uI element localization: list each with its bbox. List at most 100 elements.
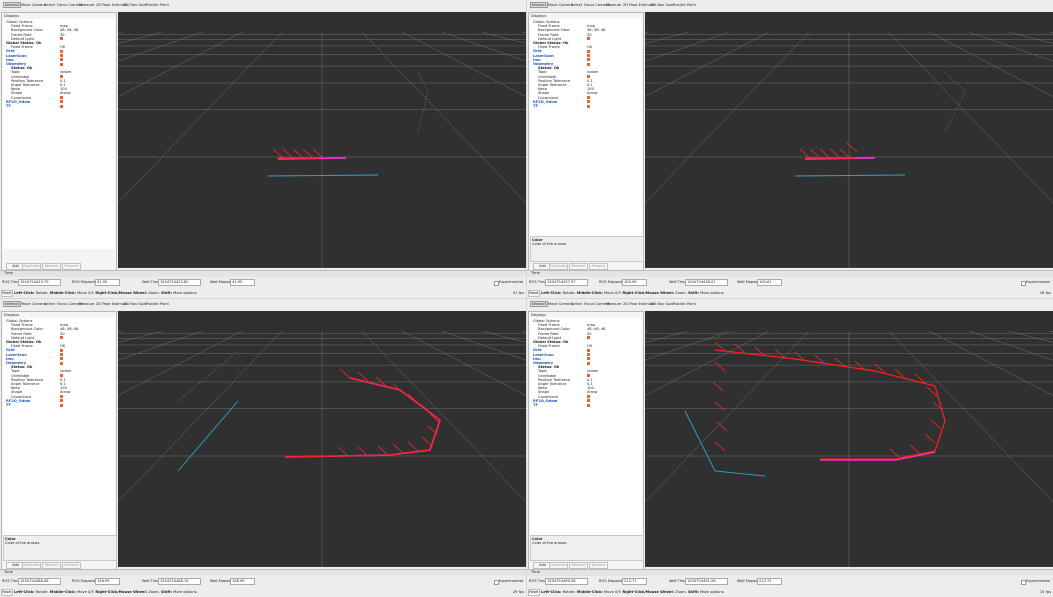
checkbox[interactable] bbox=[60, 50, 63, 53]
panel-button[interactable]: Duplicate bbox=[549, 263, 568, 270]
panel-button[interactable]: Duplicate bbox=[22, 263, 41, 270]
toolbar-tool[interactable]: Measure bbox=[79, 302, 94, 306]
toolbar-tool[interactable]: Select bbox=[571, 3, 582, 7]
reset-button[interactable]: Reset bbox=[528, 290, 540, 297]
checkbox[interactable] bbox=[587, 404, 590, 407]
toolbar-tool[interactable]: Move Camera bbox=[21, 3, 46, 7]
checkbox[interactable] bbox=[60, 399, 63, 402]
panel-button[interactable]: Duplicate bbox=[22, 562, 41, 569]
checkbox[interactable] bbox=[587, 75, 590, 78]
toolbar-tool[interactable]: Publish Point bbox=[673, 302, 696, 306]
tree-row[interactable]: TF bbox=[530, 104, 642, 108]
time-field: 41.95 bbox=[230, 279, 255, 286]
toolbar-tool[interactable]: Move Camera bbox=[548, 3, 573, 7]
checkbox[interactable] bbox=[60, 37, 63, 40]
toolbar-tool[interactable]: 2D Nav Goal bbox=[651, 302, 674, 306]
toolbar-tool[interactable]: 2D Pose Estimate bbox=[96, 302, 128, 306]
tree-label: TF bbox=[6, 403, 11, 407]
toolbar-tool[interactable]: Move Camera bbox=[21, 302, 46, 306]
grid-line bbox=[522, 331, 526, 567]
panel-button[interactable]: Rename bbox=[62, 263, 81, 270]
panel-button[interactable]: Duplicate bbox=[549, 562, 568, 569]
toolbar-tool[interactable]: Interact bbox=[530, 301, 548, 307]
checkbox[interactable] bbox=[587, 37, 590, 40]
panel-button[interactable]: Rename bbox=[589, 562, 608, 569]
toolbar-tool[interactable]: 2D Nav Goal bbox=[124, 302, 147, 306]
checkbox[interactable] bbox=[587, 395, 590, 398]
checkbox[interactable] bbox=[60, 336, 63, 339]
reset-button[interactable]: Reset bbox=[1, 589, 13, 596]
checkbox[interactable] bbox=[60, 58, 63, 61]
toolbar-tool[interactable]: Interact bbox=[3, 301, 21, 307]
checkbox[interactable] bbox=[587, 100, 590, 103]
hint-key: Middle-Click: bbox=[577, 590, 603, 594]
toolbar-tool[interactable]: Publish Point bbox=[146, 3, 169, 7]
checkbox[interactable] bbox=[587, 362, 590, 365]
panel-button[interactable]: Remove bbox=[569, 263, 588, 270]
toolbar-tool[interactable]: Move Camera bbox=[548, 302, 573, 306]
toolbar-tool[interactable]: Select bbox=[571, 302, 582, 306]
toolbar-tool[interactable]: 2D Pose Estimate bbox=[623, 3, 655, 7]
tree-row[interactable]: TF bbox=[3, 403, 115, 407]
checkbox[interactable] bbox=[60, 357, 63, 360]
grid-line bbox=[1049, 32, 1053, 268]
panel-button[interactable]: Rename bbox=[62, 562, 81, 569]
toolbar-tool[interactable]: Measure bbox=[606, 3, 621, 7]
time-field: 41.95 bbox=[95, 279, 120, 286]
checkbox[interactable] bbox=[60, 54, 63, 57]
reset-button[interactable]: Reset bbox=[528, 589, 540, 596]
panel-button[interactable]: Rename bbox=[589, 263, 608, 270]
toolbar-tool[interactable]: 2D Nav Goal bbox=[124, 3, 147, 7]
checkbox[interactable] bbox=[60, 100, 63, 103]
reset-button[interactable]: Reset bbox=[1, 290, 13, 297]
checkbox[interactable] bbox=[587, 96, 590, 99]
checkbox[interactable] bbox=[587, 353, 590, 356]
checkbox[interactable] bbox=[60, 63, 63, 66]
toolbar-tool[interactable]: Select bbox=[44, 3, 55, 7]
toolbar-tool[interactable]: Measure bbox=[606, 302, 621, 306]
checkbox[interactable] bbox=[60, 353, 63, 356]
laser-trace bbox=[705, 331, 735, 341]
toolbar-tool[interactable]: Interact bbox=[530, 2, 548, 8]
panel-button[interactable]: Remove bbox=[42, 562, 61, 569]
grid-line bbox=[645, 32, 809, 268]
checkbox[interactable] bbox=[587, 63, 590, 66]
odom-arrow bbox=[293, 149, 303, 158]
checkbox[interactable] bbox=[587, 336, 590, 339]
toolbar-tool[interactable]: Publish Point bbox=[146, 302, 169, 306]
checkbox[interactable] bbox=[587, 357, 590, 360]
checkbox[interactable] bbox=[587, 105, 590, 108]
checkbox[interactable] bbox=[587, 349, 590, 352]
toolbar-tool[interactable]: Interact bbox=[3, 2, 21, 8]
time-field: 1504754490.06 bbox=[545, 578, 588, 585]
toolbar-tool[interactable]: Publish Point bbox=[673, 3, 696, 7]
fps: 29 fps bbox=[513, 590, 524, 594]
checkbox[interactable] bbox=[587, 374, 590, 377]
checkbox[interactable] bbox=[587, 50, 590, 53]
checkbox[interactable] bbox=[587, 399, 590, 402]
toolbar-tool[interactable]: 2D Pose Estimate bbox=[96, 3, 128, 7]
tree-row[interactable]: TF bbox=[3, 104, 115, 108]
toolbar-tool[interactable]: Select bbox=[44, 302, 55, 306]
toolbar-tool[interactable]: 2D Nav Goal bbox=[651, 3, 674, 7]
viewport-3d bbox=[118, 311, 526, 567]
toolbar-tool[interactable]: 2D Pose Estimate bbox=[623, 302, 655, 306]
hint-text: Zoom. bbox=[148, 291, 160, 295]
hint-key: Middle-Click: bbox=[577, 291, 603, 295]
checkbox[interactable] bbox=[60, 404, 63, 407]
checkbox[interactable] bbox=[587, 58, 590, 61]
tree-row[interactable]: TF bbox=[530, 403, 642, 407]
checkbox[interactable] bbox=[60, 75, 63, 78]
grid-line bbox=[645, 331, 729, 567]
panel-button[interactable]: Remove bbox=[42, 263, 61, 270]
checkbox[interactable] bbox=[60, 105, 63, 108]
checkbox[interactable] bbox=[587, 54, 590, 57]
checkbox[interactable] bbox=[60, 395, 63, 398]
checkbox[interactable] bbox=[60, 349, 63, 352]
description-text: Color of the arrows. bbox=[532, 242, 567, 246]
toolbar-tool[interactable]: Measure bbox=[79, 3, 94, 7]
checkbox[interactable] bbox=[60, 362, 63, 365]
checkbox[interactable] bbox=[60, 374, 63, 377]
panel-button[interactable]: Remove bbox=[569, 562, 588, 569]
checkbox[interactable] bbox=[60, 96, 63, 99]
